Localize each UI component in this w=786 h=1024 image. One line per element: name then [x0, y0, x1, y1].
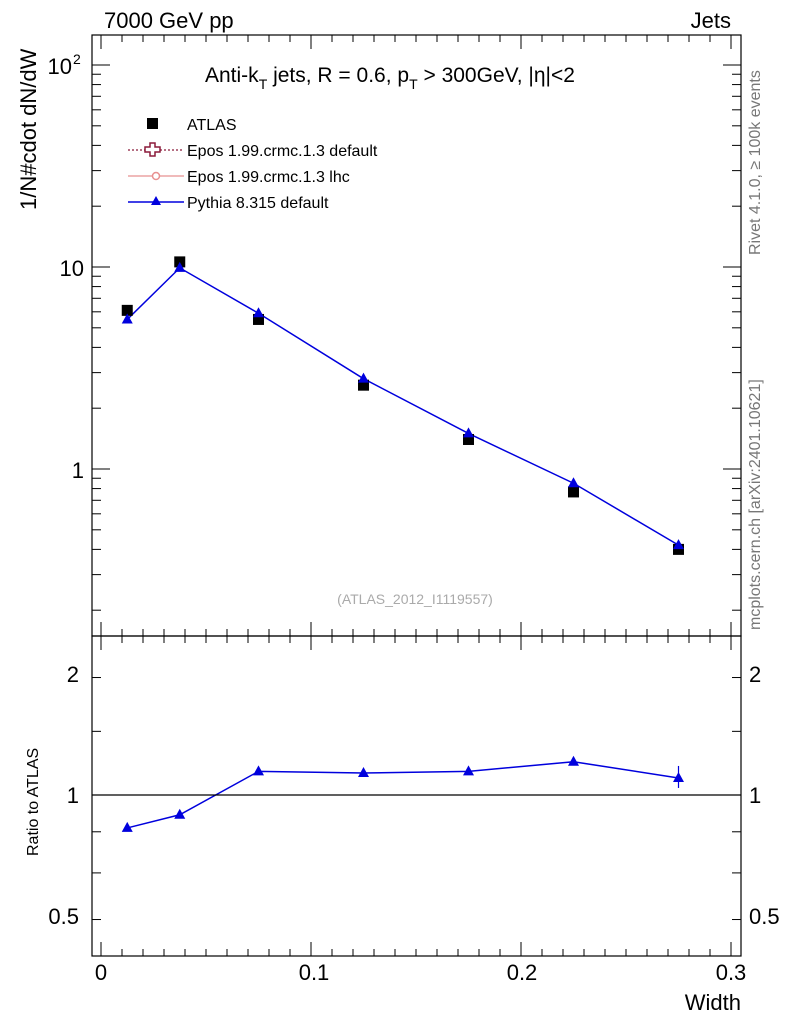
ratio-tick-label-right-1: 1	[749, 783, 761, 808]
ratio-plot-frame	[91, 635, 742, 957]
pythia-line	[126, 266, 679, 546]
atlas-point	[253, 313, 264, 325]
legend-atlas-label: ATLAS	[187, 117, 237, 134]
x-tick-label-0.3: 0.3	[716, 960, 747, 985]
x-tick-label-0: 0	[95, 960, 107, 985]
ratio-tick-label-right-2: 2	[749, 662, 761, 687]
y-tick-label-100-base: 10	[48, 54, 72, 79]
legend-epos-default-label: Epos 1.99.crmc.1.3 default	[187, 143, 378, 160]
ratio-pythia-point	[253, 765, 264, 776]
atlas-point	[358, 379, 369, 391]
x-tick-label-0.1: 0.1	[299, 960, 330, 985]
ratio-pythia-point	[673, 771, 684, 782]
y-tick-label-1: 1	[72, 458, 84, 483]
atlas-point	[568, 486, 579, 498]
ratio-tick-label-1: 1	[67, 783, 79, 808]
ratio-tick-label-right-0.5: 0.5	[749, 904, 780, 929]
ratio-pythia-point	[568, 755, 579, 766]
legend-epos-lhc-label: Epos 1.99.crmc.1.3 lhc	[187, 169, 350, 186]
pythia-point	[673, 539, 684, 550]
ratio-pythia-point	[358, 767, 369, 778]
y-tick-label-10: 10	[60, 256, 84, 281]
ratio-pythia-point	[174, 808, 186, 819]
pythia-point	[568, 477, 579, 488]
legend: ATLAS Epos 1.99.crmc.1.3 default Epos 1.…	[128, 117, 378, 212]
mcplots-label: mcplots.cern.ch [arXiv:2401.10621]	[747, 379, 764, 630]
atlas-point	[463, 433, 474, 445]
y-axis-label: 1/N#cdot dN/dW	[16, 48, 41, 210]
ratio-pythia-point	[463, 765, 474, 776]
pythia-point	[463, 427, 474, 438]
header-left-label: 7000 GeV pp	[104, 8, 234, 33]
main-series-layer	[121, 256, 684, 555]
pythia-point	[253, 307, 264, 318]
x-tick-label-0.2: 0.2	[507, 960, 538, 985]
pythia-point	[358, 372, 369, 383]
chart-title: Anti-kT jets, R = 0.6, pT > 300GeV, |η|<…	[205, 64, 575, 92]
ratio-y-axis-label: Ratio to ATLAS	[25, 748, 42, 856]
legend-pythia-marker	[151, 196, 161, 205]
x-axis-label: Width	[685, 990, 741, 1015]
legend-pythia-label: Pythia 8.315 default	[187, 195, 329, 212]
ratio-tick-label-2: 2	[67, 662, 79, 687]
ratio-axis-ticks	[92, 636, 741, 956]
legend-atlas-marker	[147, 118, 158, 129]
ratio-tick-label-0.5: 0.5	[48, 904, 79, 929]
main-axis-ticks	[92, 35, 741, 636]
analysis-watermark: (ATLAS_2012_I1119557)	[337, 591, 493, 607]
legend-epos-lhc-marker	[151, 171, 161, 181]
pythia-point	[174, 261, 186, 272]
ratio-series-layer	[121, 755, 684, 832]
rivet-label: Rivet 4.1.0, ≥ 100k events	[747, 70, 764, 255]
atlas-point	[673, 543, 684, 555]
legend-epos-default-marker	[144, 142, 161, 157]
pythia-point	[121, 313, 133, 324]
y-tick-label-100-exponent: 2	[73, 51, 81, 67]
atlas-point	[121, 304, 133, 316]
header-right-label: Jets	[691, 8, 731, 33]
ratio-pythia-point	[121, 821, 133, 832]
